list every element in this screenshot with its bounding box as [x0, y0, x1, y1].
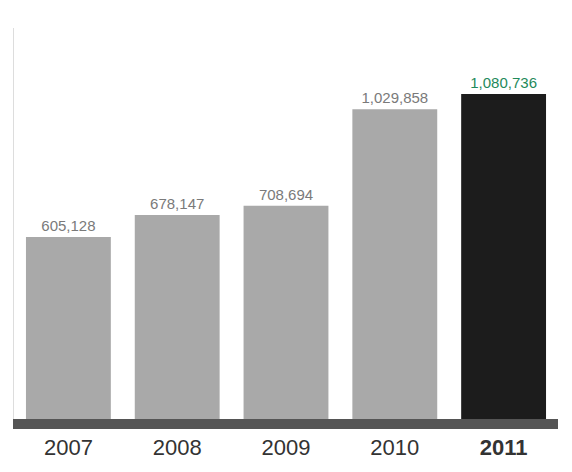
svg-text:678,147: 678,147 [150, 195, 204, 212]
svg-text:2009: 2009 [262, 435, 311, 460]
svg-text:2011: 2011 [480, 435, 528, 460]
svg-text:2007: 2007 [44, 435, 93, 460]
svg-text:1,029,858: 1,029,858 [361, 89, 428, 106]
svg-text:1,080,736: 1,080,736 [470, 74, 537, 91]
svg-text:2008: 2008 [153, 435, 202, 460]
svg-text:605,128: 605,128 [41, 217, 95, 234]
svg-text:2010: 2010 [370, 435, 419, 460]
svg-text:708,694: 708,694 [259, 186, 313, 203]
